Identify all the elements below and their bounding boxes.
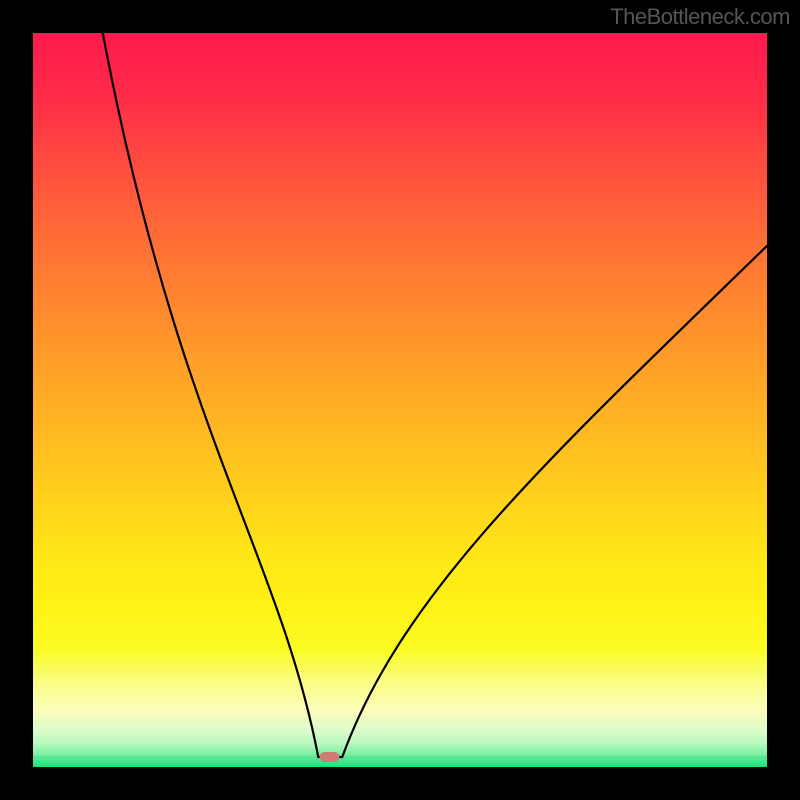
bottleneck-chart	[0, 0, 800, 800]
watermark-text: TheBottleneck.com	[610, 4, 790, 30]
minimum-marker	[320, 752, 340, 762]
chart-container: TheBottleneck.com	[0, 0, 800, 800]
